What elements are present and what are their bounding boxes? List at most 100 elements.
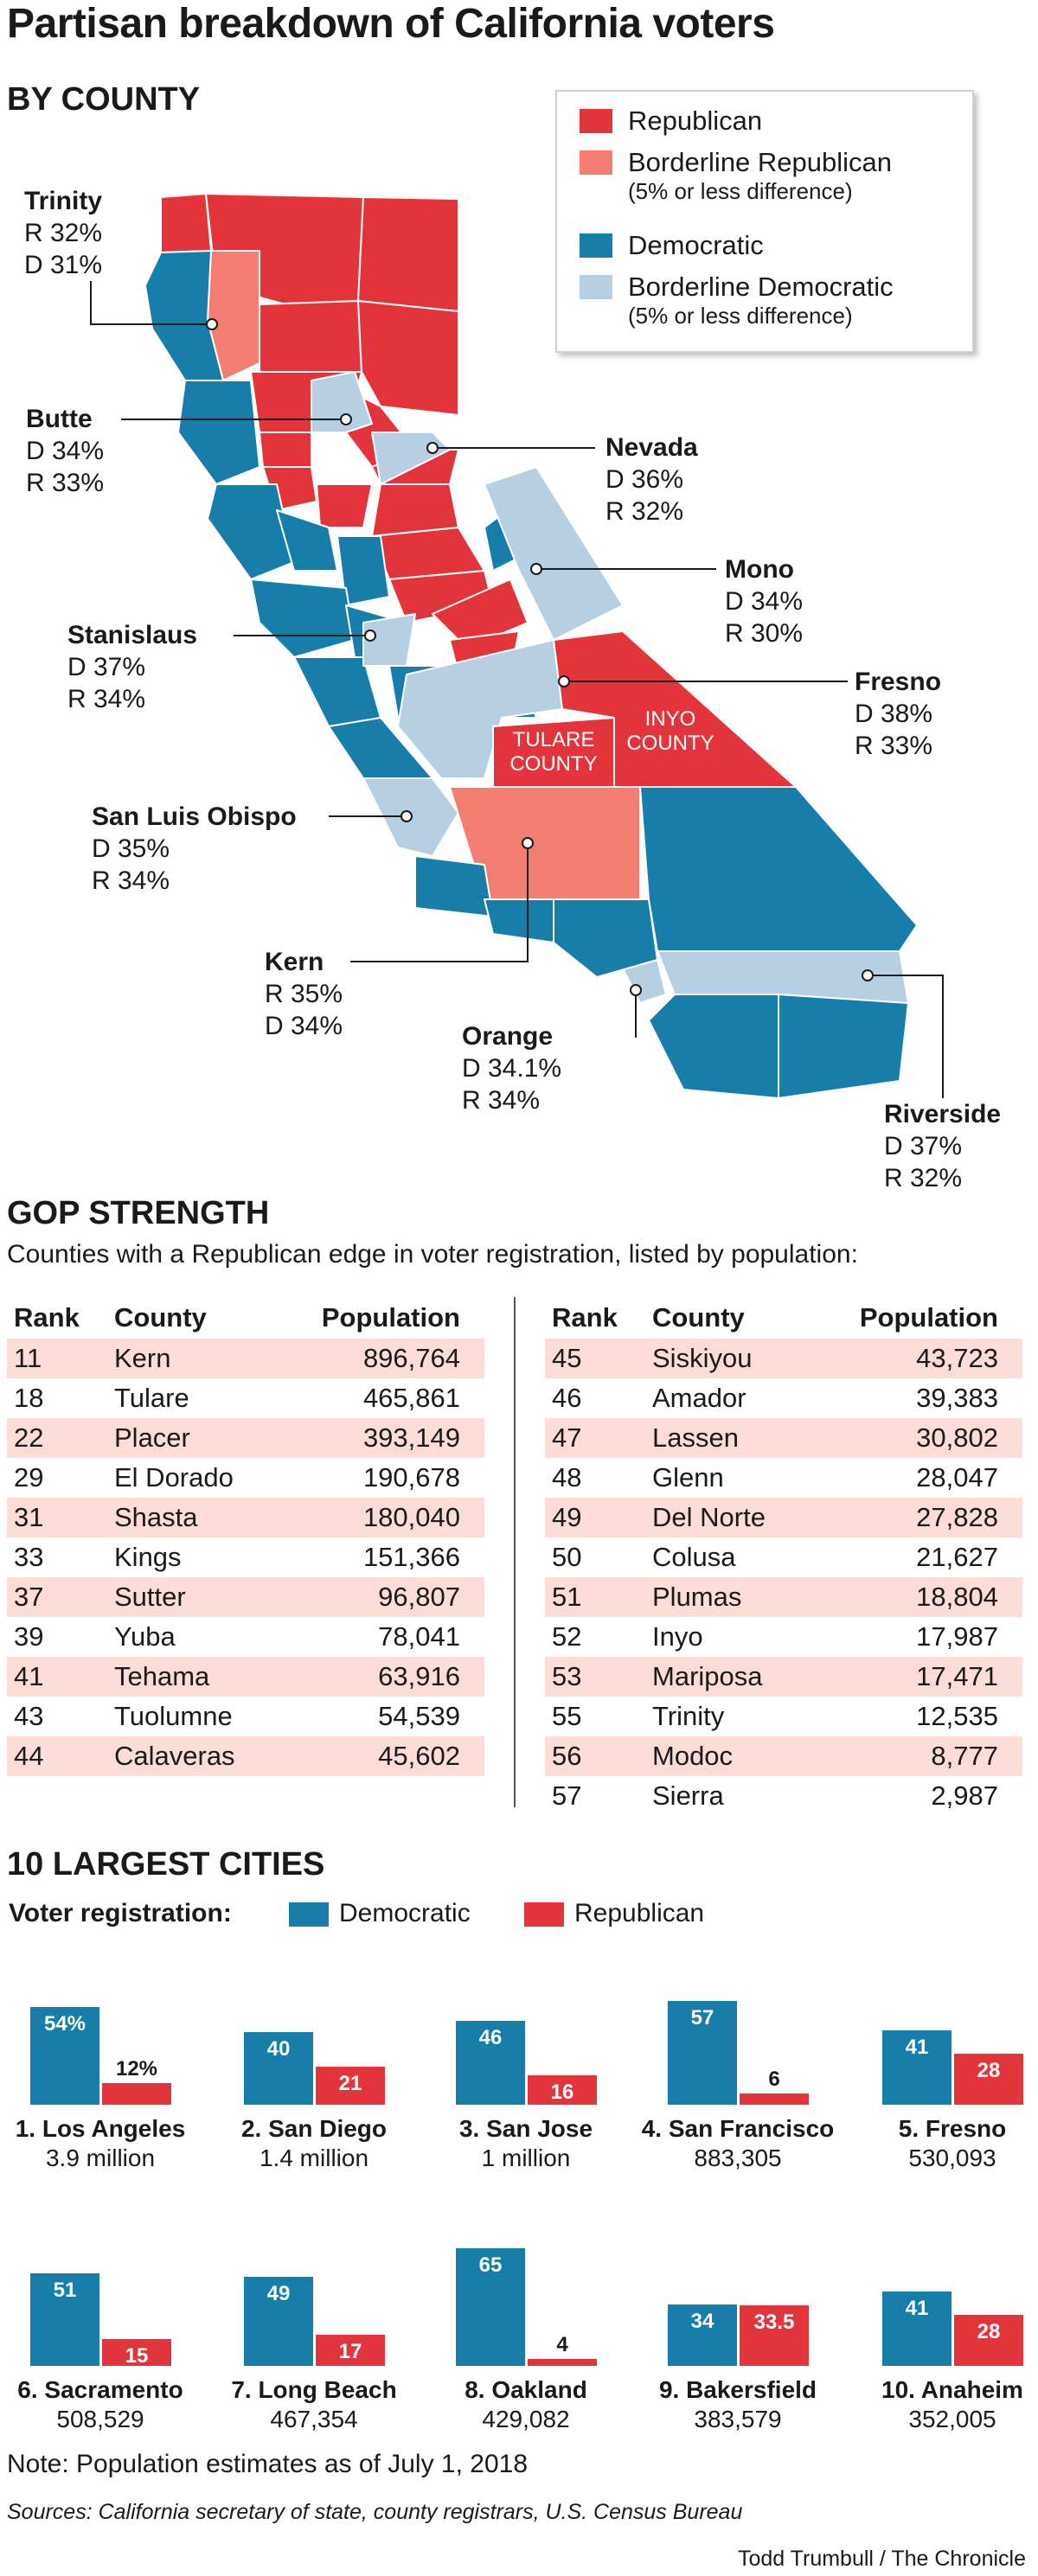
republican-bar: [102, 2338, 171, 2366]
gop-table-left: Rank County Population 11 Kern 896,764 18 Tu…: [7, 1297, 484, 1776]
rank-cell: 47: [545, 1418, 652, 1458]
table-row: 57 Sierra 2,987: [545, 1776, 1022, 1816]
population-header: Population: [321, 1302, 460, 1333]
republican-bar: [954, 2054, 1023, 2105]
county-cell: Calaveras: [114, 1736, 292, 1776]
rank-header: Rank: [14, 1302, 80, 1333]
rank-cell: 56: [545, 1736, 652, 1776]
population-header: Population: [859, 1302, 998, 1333]
county-cell: Inyo: [652, 1621, 703, 1652]
population-cell: 28,047: [916, 1462, 998, 1493]
callout-name: Stanislaus: [67, 621, 198, 649]
democratic-value-label: 40: [266, 2037, 291, 2061]
city-name: 8. Oakland: [465, 2376, 587, 2403]
city-population: 508,529: [56, 2406, 144, 2432]
callout-line: R 34%: [462, 1086, 541, 1115]
democratic-legend-label: Democratic: [339, 1899, 471, 1927]
county-mono: [484, 466, 624, 641]
callout-line: D 36%: [606, 465, 684, 494]
callout-line: R 33%: [855, 732, 933, 760]
callout-line: D 35%: [92, 834, 170, 863]
democratic-value-label: 34: [690, 2309, 714, 2333]
county-ventura: [484, 898, 554, 943]
rank-cell: 48: [552, 1462, 582, 1493]
rank-cell: 31: [7, 1498, 114, 1537]
democratic-value-label: 65: [478, 2253, 503, 2277]
table-row: 29 El Dorado 190,678: [7, 1458, 484, 1498]
city-name: 4. San Francisco: [641, 2115, 835, 2142]
callout-line: R 30%: [725, 619, 804, 648]
sources-line: Sources: California secretary of state, …: [7, 2500, 743, 2524]
table-row: 56 Modoc 8,777: [545, 1736, 1022, 1776]
democratic-bar: [30, 2272, 99, 2366]
county-cell: El Dorado: [114, 1462, 234, 1493]
population-cell: 18,804: [830, 1577, 1022, 1617]
county-del-norte: [160, 193, 212, 253]
table-divider: [514, 1297, 516, 1807]
callout-name: Trinity: [24, 187, 103, 215]
population-cell: 17,471: [830, 1657, 1022, 1697]
table-row: 53 Mariposa 17,471: [545, 1657, 1022, 1697]
table-row: 48 Glenn 28,047: [545, 1458, 1022, 1498]
republican-bar: [528, 2075, 597, 2105]
legend-borderline-republican: Borderline Republican (5% or less differe…: [580, 147, 892, 204]
population-cell: 12,535: [916, 1701, 998, 1731]
republican-value-label: 17: [338, 2340, 362, 2364]
rank-cell: 37: [7, 1577, 114, 1617]
callout-san-luis-obispo: San Luis Obispo D 35% R 34%: [92, 801, 297, 897]
population-cell: 8,777: [830, 1736, 1022, 1776]
rank-cell: 57: [552, 1780, 582, 1811]
legend-label: Borderline Republican: [628, 147, 893, 177]
population-cell: 190,678: [362, 1462, 460, 1493]
legend-label: Borderline Democratic: [628, 272, 894, 302]
democratic-swatch: [580, 233, 612, 258]
callout-name: Butte: [26, 405, 93, 433]
callout-name: Orange: [462, 1022, 554, 1051]
republican-bar: [316, 2335, 385, 2366]
gop-table-right: Rank County Population 45 Siskiyou 43,723 4…: [545, 1297, 1022, 1816]
population-cell: 180,040: [292, 1498, 484, 1537]
democratic-bar: [30, 2006, 99, 2105]
county-santa-cruz-san-benito: [293, 656, 381, 727]
city-population: 429,082: [482, 2406, 570, 2432]
rank-cell: 44: [7, 1736, 114, 1776]
city-name: 2. San Diego: [240, 2115, 388, 2142]
democratic-value-label: 57: [690, 2006, 714, 2030]
democratic-value-label: 49: [266, 2282, 291, 2306]
city-name: 9. Bakersfield: [658, 2376, 817, 2403]
callout-fresno: Fresno D 38% R 33%: [855, 666, 941, 762]
county-bay-area: [250, 578, 356, 658]
population-cell: 39,383: [916, 1383, 998, 1413]
table-row: 44 Calaveras 45,602: [7, 1736, 484, 1776]
callout-name: Mono: [725, 555, 794, 584]
callout-line: D 34.1%: [462, 1054, 562, 1083]
county-cell: Sutter: [114, 1577, 292, 1617]
rank-cell: 39: [14, 1621, 44, 1652]
county-cell: Colusa: [652, 1542, 736, 1572]
table-row: 51 Plumas 18,804: [545, 1577, 1022, 1617]
city-population: 883,305: [694, 2145, 782, 2171]
callout-line: D 31%: [24, 251, 103, 279]
rank-header: Rank: [552, 1302, 618, 1333]
callout-line: D 38%: [855, 700, 933, 728]
table-row: 11 Kern 896,764: [7, 1339, 484, 1378]
by-county-heading: BY COUNTY: [7, 81, 201, 118]
table-row: 39 Yuba 78,041: [7, 1617, 484, 1657]
inyo-county-label: INYO COUNTY: [626, 707, 714, 755]
democratic-bar: [668, 2001, 737, 2105]
democratic-bar: [244, 2032, 313, 2105]
republican-value-label: 28: [977, 2059, 1001, 2083]
county-cell: Lassen: [652, 1418, 830, 1458]
callout-riverside: Riverside D 37% R 32%: [884, 1098, 1001, 1194]
republican-legend-swatch: [524, 1902, 564, 1927]
largest-cities-heading: 10 LARGEST CITIES: [7, 1846, 325, 1882]
county-imperial: [778, 994, 909, 1099]
rank-cell: 11: [7, 1339, 114, 1378]
table-row: 49 Del Norte 27,828: [545, 1498, 1022, 1537]
legend-republican: Republican: [580, 105, 762, 137]
callout-trinity: Trinity R 32% D 31%: [24, 185, 102, 281]
population-cell: 151,366: [362, 1542, 460, 1572]
county-glenn: [259, 431, 312, 468]
city-name: 5. Fresno: [898, 2115, 1007, 2142]
republican-bar: [740, 2304, 809, 2366]
